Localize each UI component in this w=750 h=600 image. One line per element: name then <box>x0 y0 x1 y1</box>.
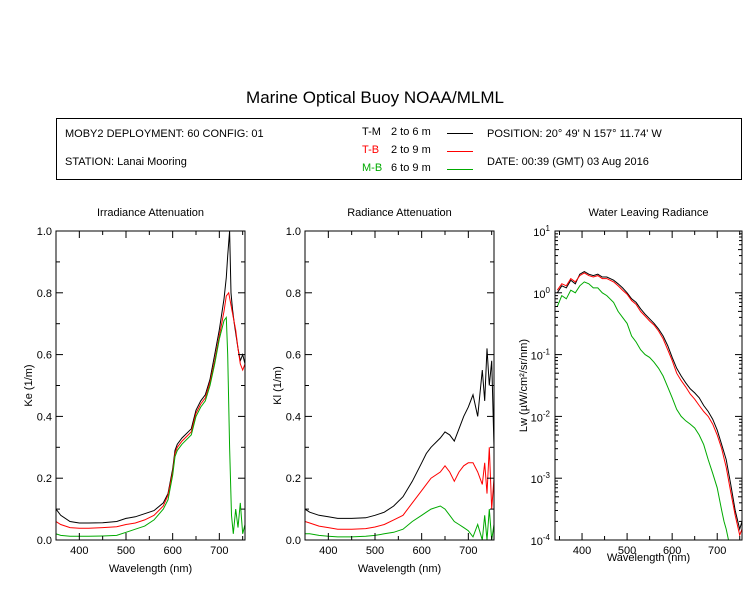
legend-line-tm <box>447 133 473 134</box>
chart-panel-2: Radiance Attenuation 400 500 600 700 0.0 0.2 0.… <box>272 207 495 575</box>
chart-title: Radiance Attenuation <box>347 207 452 219</box>
y-tick-label: 0.8 <box>37 288 52 300</box>
y-tick-label: 0.6 <box>37 350 52 362</box>
y-tick-label: 0.0 <box>37 535 52 547</box>
legend-code-tm: T-M <box>362 126 381 138</box>
series-line-t-m <box>56 231 245 524</box>
series-line-t-m <box>305 348 494 519</box>
plot-frame <box>304 230 495 541</box>
x-axis-label: Wavelength (nm) <box>109 563 192 575</box>
series-line-t-b <box>56 291 245 529</box>
legend-line-mb <box>447 169 473 170</box>
legend-range-tb: 2 to 9 m <box>391 144 431 156</box>
x-tick-label: 400 <box>573 545 591 557</box>
y-tick-label: 10-3 <box>531 471 551 486</box>
y-axis-label: Lw (µW/cm²/sr/nm) <box>518 339 530 432</box>
date-text: DATE: 00:39 (GMT) 03 Aug 2016 <box>487 156 649 168</box>
series-line-t-b <box>305 447 494 530</box>
page-title: Marine Optical Buoy NOAA/MLML <box>246 88 504 107</box>
y-tick-label: 1.0 <box>37 226 52 238</box>
y-axis-label: Ke (1/m) <box>23 364 35 406</box>
y-tick-label: 0.0 <box>286 535 301 547</box>
x-axis-label: Wavelength (nm) <box>607 552 690 564</box>
x-tick-label: 700 <box>708 545 726 557</box>
station-text: STATION: Lanai Mooring <box>65 156 187 168</box>
chart-title: Irradiance Attenuation <box>97 207 204 219</box>
legend-range-tm: 2 to 6 m <box>391 126 431 138</box>
y-tick-label: 0.4 <box>37 411 52 423</box>
y-tick-label: 0.6 <box>286 350 301 362</box>
x-tick-label: 400 <box>70 545 88 557</box>
chart-title: Water Leaving Radiance <box>588 207 708 219</box>
x-tick-label: 500 <box>366 545 384 557</box>
plot-frame <box>55 230 246 541</box>
position-text: POSITION: 20° 49' N 157° 11.74' W <box>487 128 662 140</box>
y-tick-label: 1.0 <box>286 226 301 238</box>
y-tick-label: 0.4 <box>286 411 301 423</box>
y-tick-label: 101 <box>533 224 550 239</box>
x-tick-label: 600 <box>412 545 430 557</box>
y-tick-label: 0.8 <box>286 288 301 300</box>
plot-frame <box>554 230 743 541</box>
chart-panel-1: Irradiance Attenuation 400 500 600 700 0.0 0.2… <box>23 207 246 575</box>
series-line-m-b <box>56 316 245 537</box>
legend-code-tb: T-B <box>362 144 380 156</box>
y-tick-label: 100 <box>533 286 550 301</box>
x-tick-label: 700 <box>210 545 228 557</box>
series-line-m-b <box>556 281 731 540</box>
legend-line-tb <box>447 151 473 152</box>
series-line-t-b <box>556 272 742 537</box>
x-tick-label: 500 <box>117 545 135 557</box>
y-tick-label: 10-4 <box>531 533 551 548</box>
y-tick-label: 10-2 <box>531 409 551 424</box>
x-tick-label: 700 <box>459 545 477 557</box>
y-tick-label: 10-1 <box>531 348 551 363</box>
x-tick-label: 500 <box>618 545 636 557</box>
y-axis-label: Kl (1/m) <box>272 366 284 405</box>
x-tick-label: 600 <box>163 545 181 557</box>
y-tick-label: 0.2 <box>37 473 52 485</box>
info-box: MOBY2 DEPLOYMENT: 60 CONFIG: 01 STATION:… <box>56 118 742 180</box>
series-line-t-m <box>556 271 742 532</box>
legend-code-mb: M-B <box>362 162 383 174</box>
x-axis-label: Wavelength (nm) <box>358 563 441 575</box>
chart-panel-3: Water Leaving Radiance 400 500 600 700 101 100… <box>518 207 743 564</box>
deployment-text: MOBY2 DEPLOYMENT: 60 CONFIG: 01 <box>65 128 264 140</box>
x-tick-label: 400 <box>319 545 337 557</box>
legend-range-mb: 6 to 9 m <box>391 162 431 174</box>
y-tick-label: 0.2 <box>286 473 301 485</box>
x-tick-label: 600 <box>663 545 681 557</box>
series-line-m-b <box>305 505 494 540</box>
